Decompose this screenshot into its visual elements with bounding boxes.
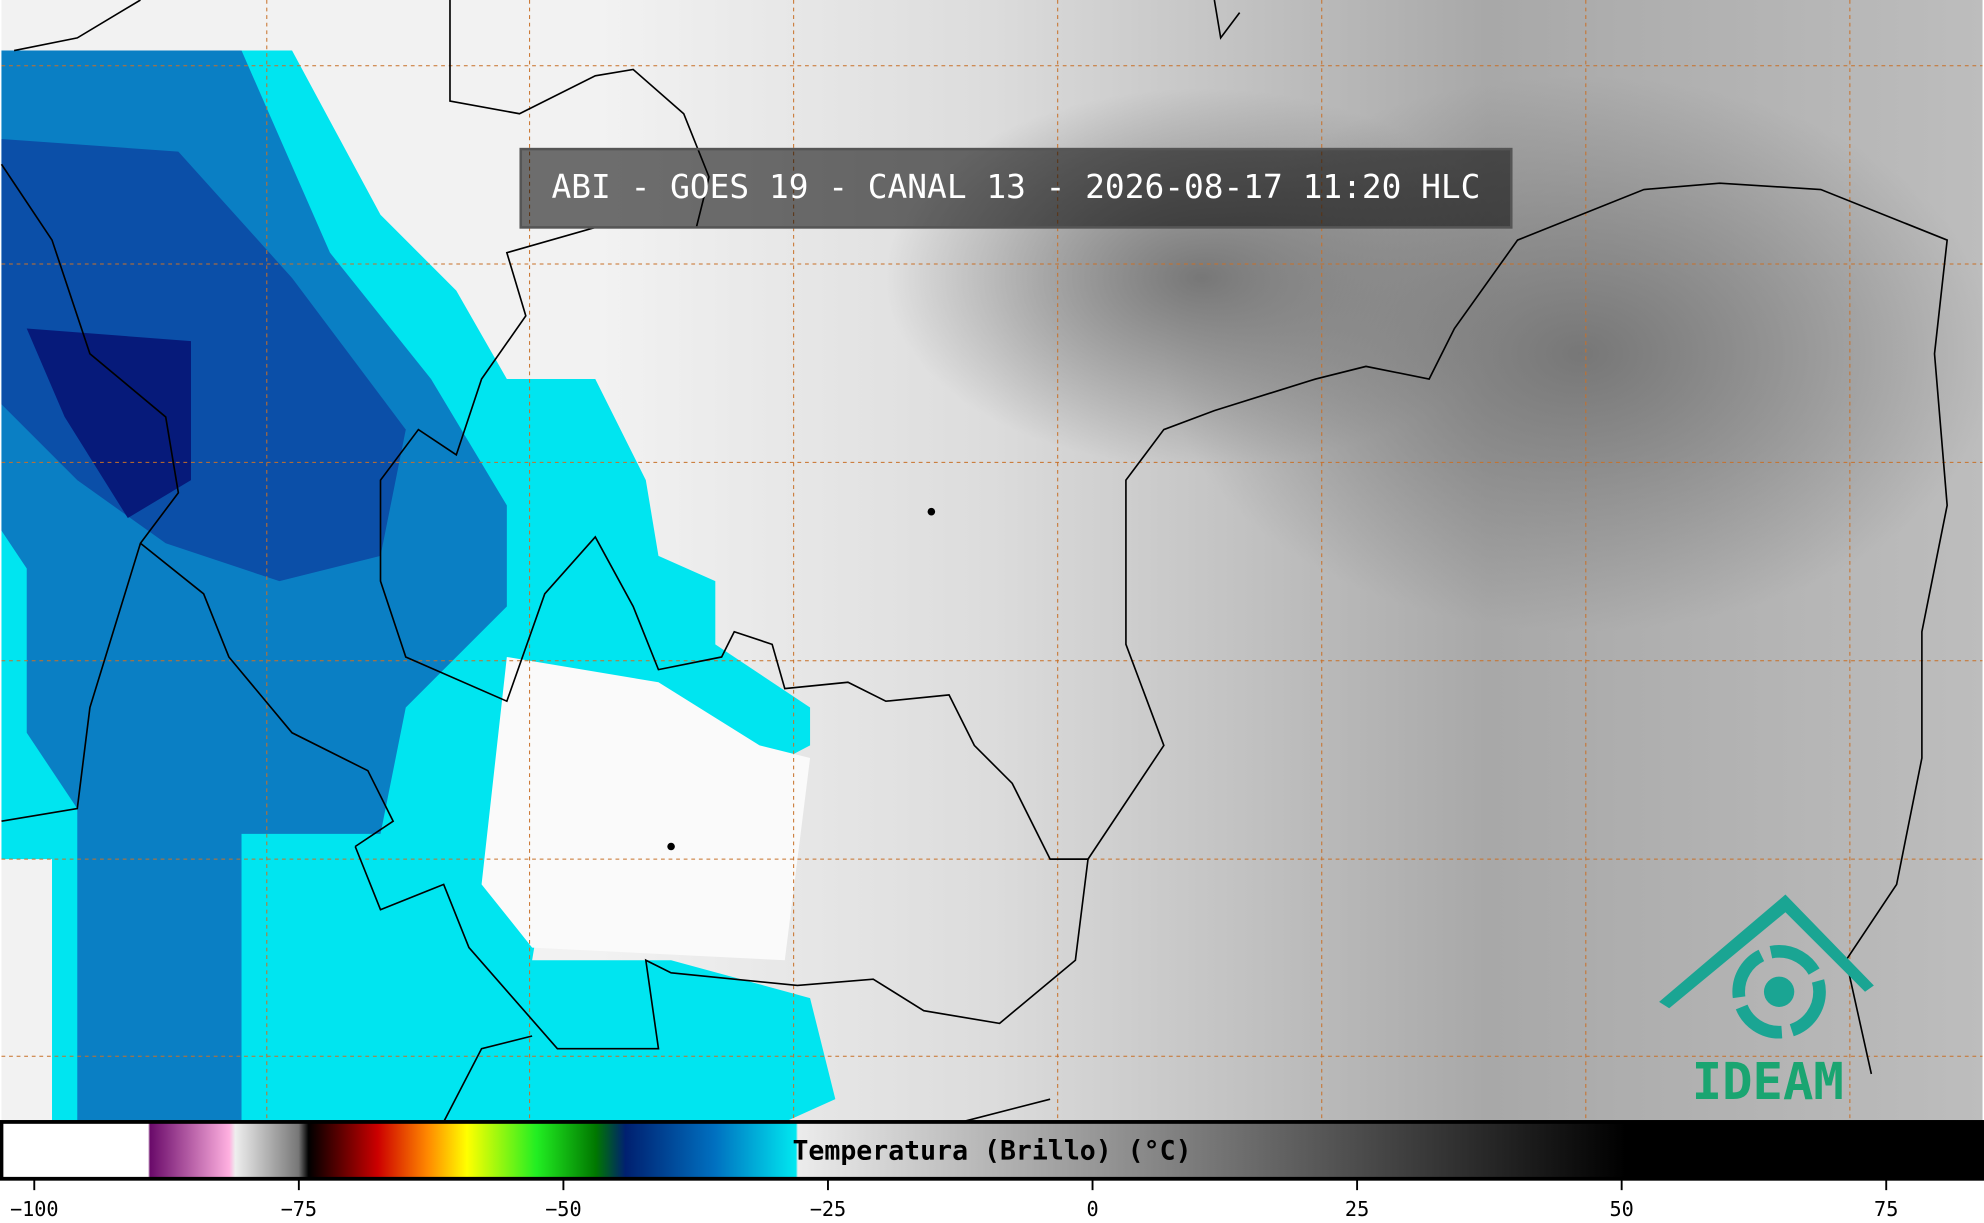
title-box [519,147,1513,229]
logo: IDEAM [1659,894,1874,1111]
colorbar-axis: −100 −75 −50 −25 0 25 50 75 [10,1178,1898,1221]
tick-label: −75 [281,1197,318,1221]
tick-label: 0 [1086,1197,1098,1221]
borders [0,0,1949,1123]
cold-cloud [26,328,191,519]
colorbar [0,1120,1984,1181]
cloud-area [885,88,1518,468]
city-marker [927,507,936,516]
colorbar-label: Temperatura (Brillo) (°C) [792,1136,1191,1167]
title: ABI - GOES 19 - CANAL 13 - 2026-08-17 11… [552,168,1481,206]
tick-label: −50 [545,1197,582,1221]
city-marker [667,842,675,851]
tick-label: −25 [810,1197,847,1221]
logo-swirl [1732,945,1826,1039]
logo-roof [1659,894,1874,1009]
tick-label: −100 [10,1197,59,1221]
logo-eye [1763,976,1795,1007]
tick-label: 25 [1345,1197,1369,1221]
graticule [1,0,1983,1122]
tick-label: 50 [1609,1197,1633,1221]
logo-text: IDEAM [1692,1052,1844,1111]
warm-area [481,656,811,961]
tick-label: 75 [1874,1197,1898,1221]
